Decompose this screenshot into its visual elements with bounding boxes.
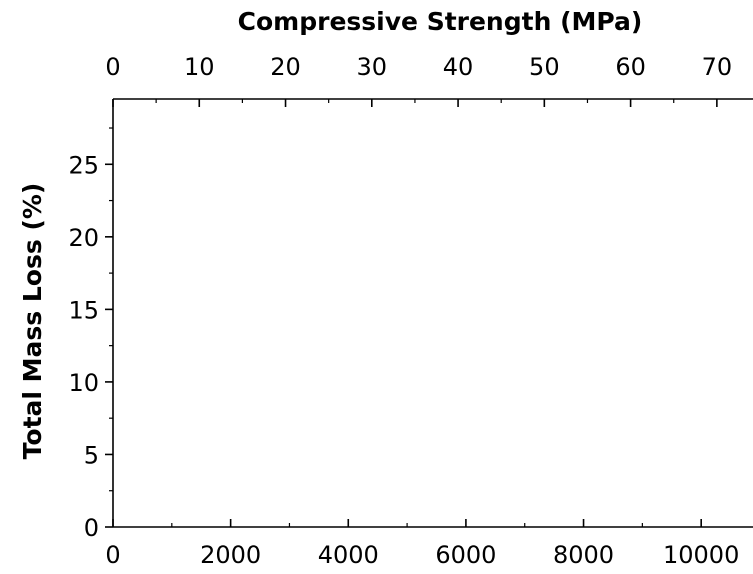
y-tick-label: 15: [68, 296, 99, 324]
x2-tick-label: 40: [443, 53, 474, 81]
x2-axis-title: Compressive Strength (MPa): [238, 7, 643, 36]
x-tick-label: 4000: [318, 541, 379, 569]
x2-ticks: 0 10 20 30 40 50 60 70: [105, 53, 732, 107]
y-ticks: 0 5 10 15 20 25: [68, 127, 113, 542]
x2-tick-label: 10: [184, 53, 215, 81]
x-tick-label: 2000: [200, 541, 261, 569]
x-tick-label: 10000: [663, 541, 739, 569]
x-tick-label: 8000: [553, 541, 614, 569]
y-tick-label: 20: [68, 224, 99, 252]
x2-tick-label: 20: [270, 53, 301, 81]
x2-tick-label: 0: [105, 53, 120, 81]
x-ticks: 0 2000 4000 6000 8000 10000: [105, 519, 739, 569]
y-tick-label: 25: [68, 151, 99, 179]
y-tick-label: 5: [84, 441, 99, 469]
y-tick-label: 10: [68, 369, 99, 397]
x-tick-label: 6000: [435, 541, 496, 569]
x2-tick-label: 50: [529, 53, 560, 81]
y-axis-title: Total Mass Loss (%): [18, 183, 47, 460]
x2-tick-label: 70: [702, 53, 733, 81]
x2-tick-label: 60: [615, 53, 646, 81]
x-tick-label: 0: [105, 541, 120, 569]
y-tick-label: 0: [84, 514, 99, 542]
x2-tick-label: 30: [357, 53, 388, 81]
